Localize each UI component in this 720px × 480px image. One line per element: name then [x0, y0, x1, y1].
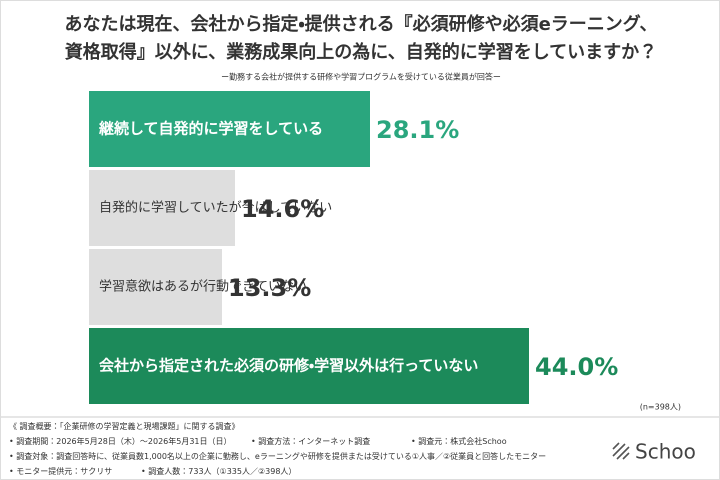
value-label: 14.6%	[241, 195, 324, 223]
footer-item: • 調査方法：インターネット調査	[251, 437, 371, 446]
subtitle: ー勤務する会社が提供する研修や学習プログラムを受けている従業員が回答ー	[221, 72, 501, 82]
footer-item: • 調査元：株式会社Schoo	[411, 437, 507, 446]
bar	[89, 249, 222, 325]
value-label: 13.3%	[228, 274, 311, 302]
bar-label: 会社から指定された必須の研修・学習以外は行っていない	[99, 357, 478, 375]
title-line: 資格取得』以外に、業務成果向上の為に、自発的に学習をしていますか？	[65, 41, 657, 63]
sample-note: (n=398人)	[640, 403, 681, 412]
bar-label: 自発的に学習していたが今はしていない	[99, 200, 332, 216]
logo-icon	[612, 442, 630, 460]
footer-item: • 調査人数：733人（①335人／②398人）	[141, 467, 297, 476]
title-line: あなたは現在、会社から指定・提供される『必須研修や必須eラーニング、	[64, 13, 657, 35]
footer-item: • モニター提供元：サクリサ	[9, 467, 113, 476]
logo: Schoo	[635, 440, 696, 464]
bar-label: 継続して自発的に学習をしている	[98, 120, 323, 138]
value-label: 28.1%	[376, 116, 459, 144]
footer-item: • 調査対象：調査回答時に、従業員数1,000名以上の企業に勤務し、eラーニング…	[9, 452, 547, 461]
bar	[89, 170, 235, 246]
footer-item: • 調査期間：2026年5月28日（木）～2026年5月31日（日）	[9, 437, 232, 446]
bar	[89, 91, 370, 167]
bar-label: 学習意欲はあるが行動できていない	[99, 279, 307, 295]
footer-heading: 《 調査概要：「企業研修の学習定義と現場課題」に関する調査》	[9, 422, 240, 431]
bar	[89, 328, 529, 404]
value-label: 44.0%	[535, 353, 618, 381]
